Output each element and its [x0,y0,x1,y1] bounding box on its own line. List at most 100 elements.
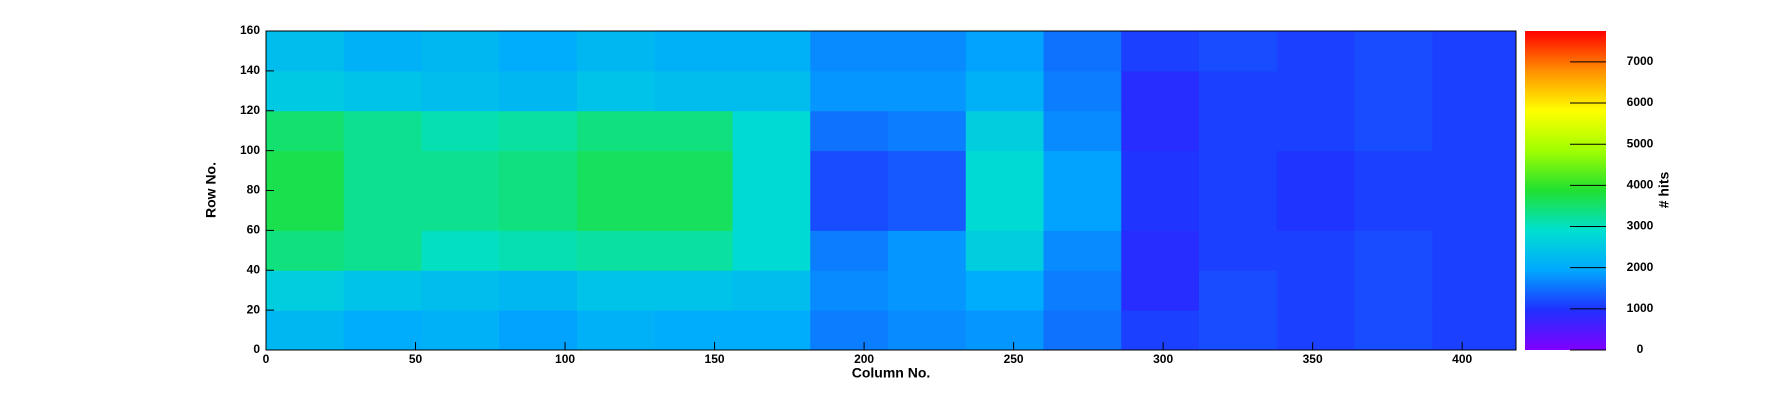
heat-cell [421,190,500,231]
heat-cell [888,270,967,311]
heat-cell [266,310,345,351]
heat-cell [1354,110,1433,152]
heat-cell [654,70,734,112]
heat-cell [1354,31,1433,72]
heat-cell [888,70,967,112]
x-tick-label: 150 [705,352,725,366]
heat-cell [810,150,889,191]
heat-cell [1121,230,1200,271]
x-tick-label: 50 [409,352,423,366]
heat-cell [577,270,656,311]
heat-cell [266,70,345,112]
heat-cell [888,190,967,231]
heat-cell [499,31,578,72]
heat-cell [1043,70,1122,112]
heat-cell [1199,270,1278,311]
heat-cell [1121,110,1200,152]
heat-cell [732,70,811,112]
heat-cell [1354,190,1433,231]
heat-cell [577,70,656,112]
x-tick-label: 300 [1153,352,1173,366]
heat-cell [499,110,578,152]
heat-cell [1199,190,1278,231]
heat-cell [965,310,1045,351]
heat-cell [266,31,345,72]
heat-cell [1354,270,1433,311]
heat-cell [965,110,1045,152]
heat-cell [654,31,734,72]
heat-cell [1199,310,1278,351]
x-tick-label: 0 [263,352,270,366]
x-tick-label: 200 [854,352,874,366]
heat-cell [343,270,423,311]
heat-cell [1199,230,1278,271]
colorbar-tick-label: 6000 [1627,95,1654,109]
heat-cell [1199,150,1278,191]
heat-cell [888,110,967,152]
heat-cell [654,190,734,231]
heat-cell [499,70,578,112]
heat-cell [1043,310,1122,351]
y-tick-label: 100 [240,143,260,157]
heat-cell [1121,150,1200,191]
colorbar [1525,31,1606,350]
heat-cell [1121,31,1200,72]
heat-cell [1432,190,1517,231]
heat-cell [1121,310,1200,351]
heat-cell [421,110,500,152]
heat-cell [1354,150,1433,191]
heat-cell [577,31,656,72]
heat-cell [343,70,423,112]
heat-cell [499,310,578,351]
heat-cell [888,230,967,271]
heat-cell [965,150,1045,191]
heat-cell [888,150,967,191]
heat-cell [1432,270,1517,311]
heat-cell [654,270,734,311]
x-tick-label: 350 [1303,352,1323,366]
heat-cell [421,270,500,311]
heat-cell [1276,70,1356,112]
y-tick-label: 80 [247,183,261,197]
heat-cell [965,190,1045,231]
heat-cell [343,190,423,231]
colorbar-tick-label: 7000 [1627,54,1654,68]
heat-cell [1432,110,1517,152]
y-tick-label: 160 [240,23,260,37]
colorbar-tick-label: 3000 [1627,219,1654,233]
heat-cell [654,110,734,152]
y-tick-label: 60 [247,223,261,237]
y-tick-label: 40 [247,262,261,276]
heat-cell [888,31,967,72]
x-tick-label: 400 [1452,352,1472,366]
colorbar-tick-label: 2000 [1627,260,1654,274]
heat-cell [499,230,578,271]
colorbar-title: # hits [1656,172,1672,209]
heat-cell [1432,70,1517,112]
heat-cell [732,31,811,72]
colorbar-tick-label: 4000 [1627,178,1654,192]
colorbar-tick-label: 5000 [1627,136,1654,150]
heat-cell [732,270,811,311]
heat-cell [810,31,889,72]
heat-cell [965,270,1045,311]
x-tick-label: 250 [1004,352,1024,366]
heat-cell [732,310,811,351]
heat-cell [577,150,656,191]
heat-cell [1199,70,1278,112]
heat-cell [1354,310,1433,351]
y-tick-label: 120 [240,103,260,117]
heat-cell [888,310,967,351]
heat-cell [499,150,578,191]
heat-cell [1276,150,1356,191]
heat-cell [421,150,500,191]
heat-cell [810,190,889,231]
heat-cell [732,110,811,152]
y-tick-label: 20 [247,302,261,316]
heat-cell [1354,70,1433,112]
heat-cell [1043,110,1122,152]
heat-cell [654,150,734,191]
heat-cell [1043,190,1122,231]
y-tick-label: 140 [240,63,260,77]
heat-cell [1432,230,1517,271]
